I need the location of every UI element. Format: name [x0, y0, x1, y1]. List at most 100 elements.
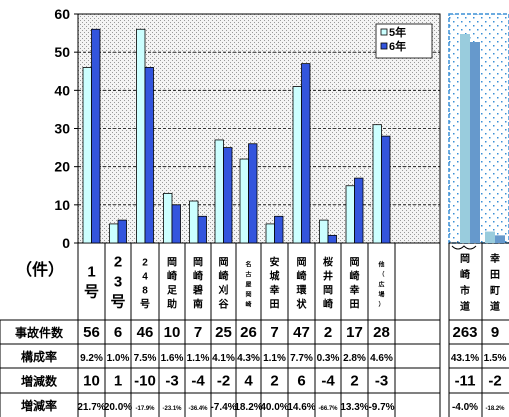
- table-cell-r1-c9: 47: [293, 324, 310, 341]
- side-category-label-1: 市: [460, 284, 470, 297]
- bar-y6-6: [223, 147, 233, 244]
- bar-y6-8: [274, 215, 284, 244]
- category-label-7: 岡: [245, 291, 251, 299]
- category-label-10: 岡: [323, 285, 333, 297]
- bar-y5-5: [189, 200, 199, 244]
- y-tick-label: 10: [54, 197, 70, 213]
- category-label-2: 号: [110, 294, 125, 311]
- bar-y5-10: [319, 219, 329, 244]
- row-label-1: 事故件数: [15, 325, 64, 340]
- table-cell-r2-c10: 0.3%: [317, 353, 340, 364]
- row-label-2: 構成率: [21, 349, 57, 364]
- table-cell-r1-c5: 7: [194, 324, 202, 341]
- table-cell-r3-c8: 2: [270, 373, 278, 390]
- y-tick-label: 60: [54, 6, 70, 22]
- bar-y5-6: [214, 139, 224, 244]
- table-cell-r3-c1: 10: [83, 373, 100, 390]
- table-cell-r2-c2: 1.0%: [107, 353, 130, 364]
- side-category-label-2: 幸: [490, 252, 500, 265]
- bar-y5-9: [292, 86, 302, 244]
- category-label-7: 崎: [245, 301, 251, 309]
- row-label-4: 増減率: [21, 398, 57, 413]
- bar-y6-9: [301, 63, 311, 244]
- bar-y5-4: [163, 192, 173, 244]
- table-cell-r1-c3: 46: [137, 324, 154, 341]
- category-label-12: 場: [378, 291, 384, 299]
- category-label-3: 4: [142, 272, 148, 283]
- bar-y5-12: [372, 124, 382, 244]
- table-cell-r1-c10: 2: [324, 324, 332, 341]
- legend-swatch-y6: [380, 42, 388, 50]
- table-cell-r2-c3: 7.5%: [134, 353, 157, 364]
- category-label-12: 広: [378, 281, 384, 289]
- side-table-cell-r1-c2: 9: [491, 324, 499, 341]
- category-label-7: 古: [245, 271, 251, 279]
- category-label-2: 2: [114, 254, 122, 271]
- bar-y6-4: [171, 204, 181, 244]
- category-label-6: 岡: [219, 257, 229, 269]
- bar-y6-10: [327, 234, 337, 244]
- y-tick-label: 20: [54, 159, 70, 175]
- category-label-9: 状: [297, 298, 308, 311]
- side-bar-y6-2: [495, 235, 505, 243]
- bar-y6-1: [91, 28, 101, 244]
- data-table: （件） 1号23号248号岡崎足助岡崎碧南岡崎刈谷名古屋岡崎安城幸田岡崎環状桜井岡…: [0, 243, 509, 417]
- table-cell-r2-c5: 1.1%: [187, 353, 210, 364]
- category-label-11: 岡: [350, 257, 360, 269]
- table-cell-r1-c2: 6: [114, 324, 122, 341]
- side-category-label-1: 崎: [460, 268, 470, 281]
- table-cell-r4-c9: 14.6%: [287, 402, 315, 413]
- side-category-label-2: 田: [490, 269, 500, 281]
- category-label-6: 崎: [219, 270, 229, 283]
- bar-y6-3: [144, 67, 154, 244]
- axis-break-mark: [451, 245, 477, 250]
- table-cell-r2-c6: 4.1%: [212, 353, 235, 364]
- table-cell-r4-c3: -17.9%: [135, 406, 155, 412]
- table-cell-r4-c2: 20.0%: [104, 402, 132, 413]
- table-cell-r4-c7: 18.2%: [234, 402, 262, 413]
- category-label-12: 他: [377, 261, 384, 269]
- table-cell-r3-c12: -3: [375, 373, 388, 390]
- table-cell-r4-c4: -23.1%: [162, 406, 182, 412]
- category-label-1: 号: [84, 284, 99, 301]
- category-label-5: 岡: [193, 257, 203, 269]
- y-tick-label: 40: [54, 82, 70, 98]
- table-cell-r3-c5: -4: [191, 373, 205, 390]
- category-label-11: 田: [350, 299, 360, 311]
- bar-y6-11: [354, 177, 364, 244]
- bar-y6-7: [248, 143, 258, 244]
- table-cell-r2-c4: 1.6%: [161, 353, 184, 364]
- bar-y6-5: [197, 215, 207, 244]
- table-cell-r3-c7: 4: [244, 373, 253, 390]
- category-label-1: 1: [87, 264, 95, 281]
- bar-y5-11: [345, 185, 355, 244]
- table-cell-r1-c4: 10: [164, 324, 181, 341]
- y-tick-label: 0: [62, 235, 70, 251]
- table-cell-r3-c11: 2: [350, 373, 358, 390]
- y-tick-label: 50: [54, 44, 70, 60]
- bar-y5-8: [265, 223, 275, 244]
- category-label-8: 安: [270, 256, 280, 269]
- category-label-4: 岡: [167, 257, 177, 269]
- category-label-10: 桜: [323, 256, 333, 269]
- category-label-9: 崎: [297, 270, 307, 283]
- bar-y5-2: [109, 223, 119, 244]
- category-label-7: 屋: [245, 281, 251, 289]
- category-label-7: 名: [245, 261, 251, 269]
- table-cell-r4-c8: 40.0%: [260, 402, 288, 413]
- side-category-label-1: 道: [460, 300, 470, 313]
- legend-label-y5: 5年: [389, 25, 406, 39]
- table-cell-r3-c4: -3: [165, 373, 178, 390]
- legend-label-y6: 6年: [389, 39, 406, 53]
- side-bar-y5-1: [460, 34, 470, 243]
- y-axis: 0 10 20 30 40 50 60: [54, 6, 79, 251]
- bar-y5-7: [239, 158, 249, 244]
- table-cell-r2-c12: 4.6%: [370, 353, 393, 364]
- table-cell-r2-c1: 9.2%: [80, 353, 103, 364]
- row-label-3: 増減数: [21, 374, 58, 389]
- bar-y6-2: [117, 219, 127, 244]
- category-label-12: （: [378, 271, 384, 279]
- legend-swatch-y5: [380, 28, 388, 36]
- table-cell-r1-c12: 28: [373, 324, 390, 341]
